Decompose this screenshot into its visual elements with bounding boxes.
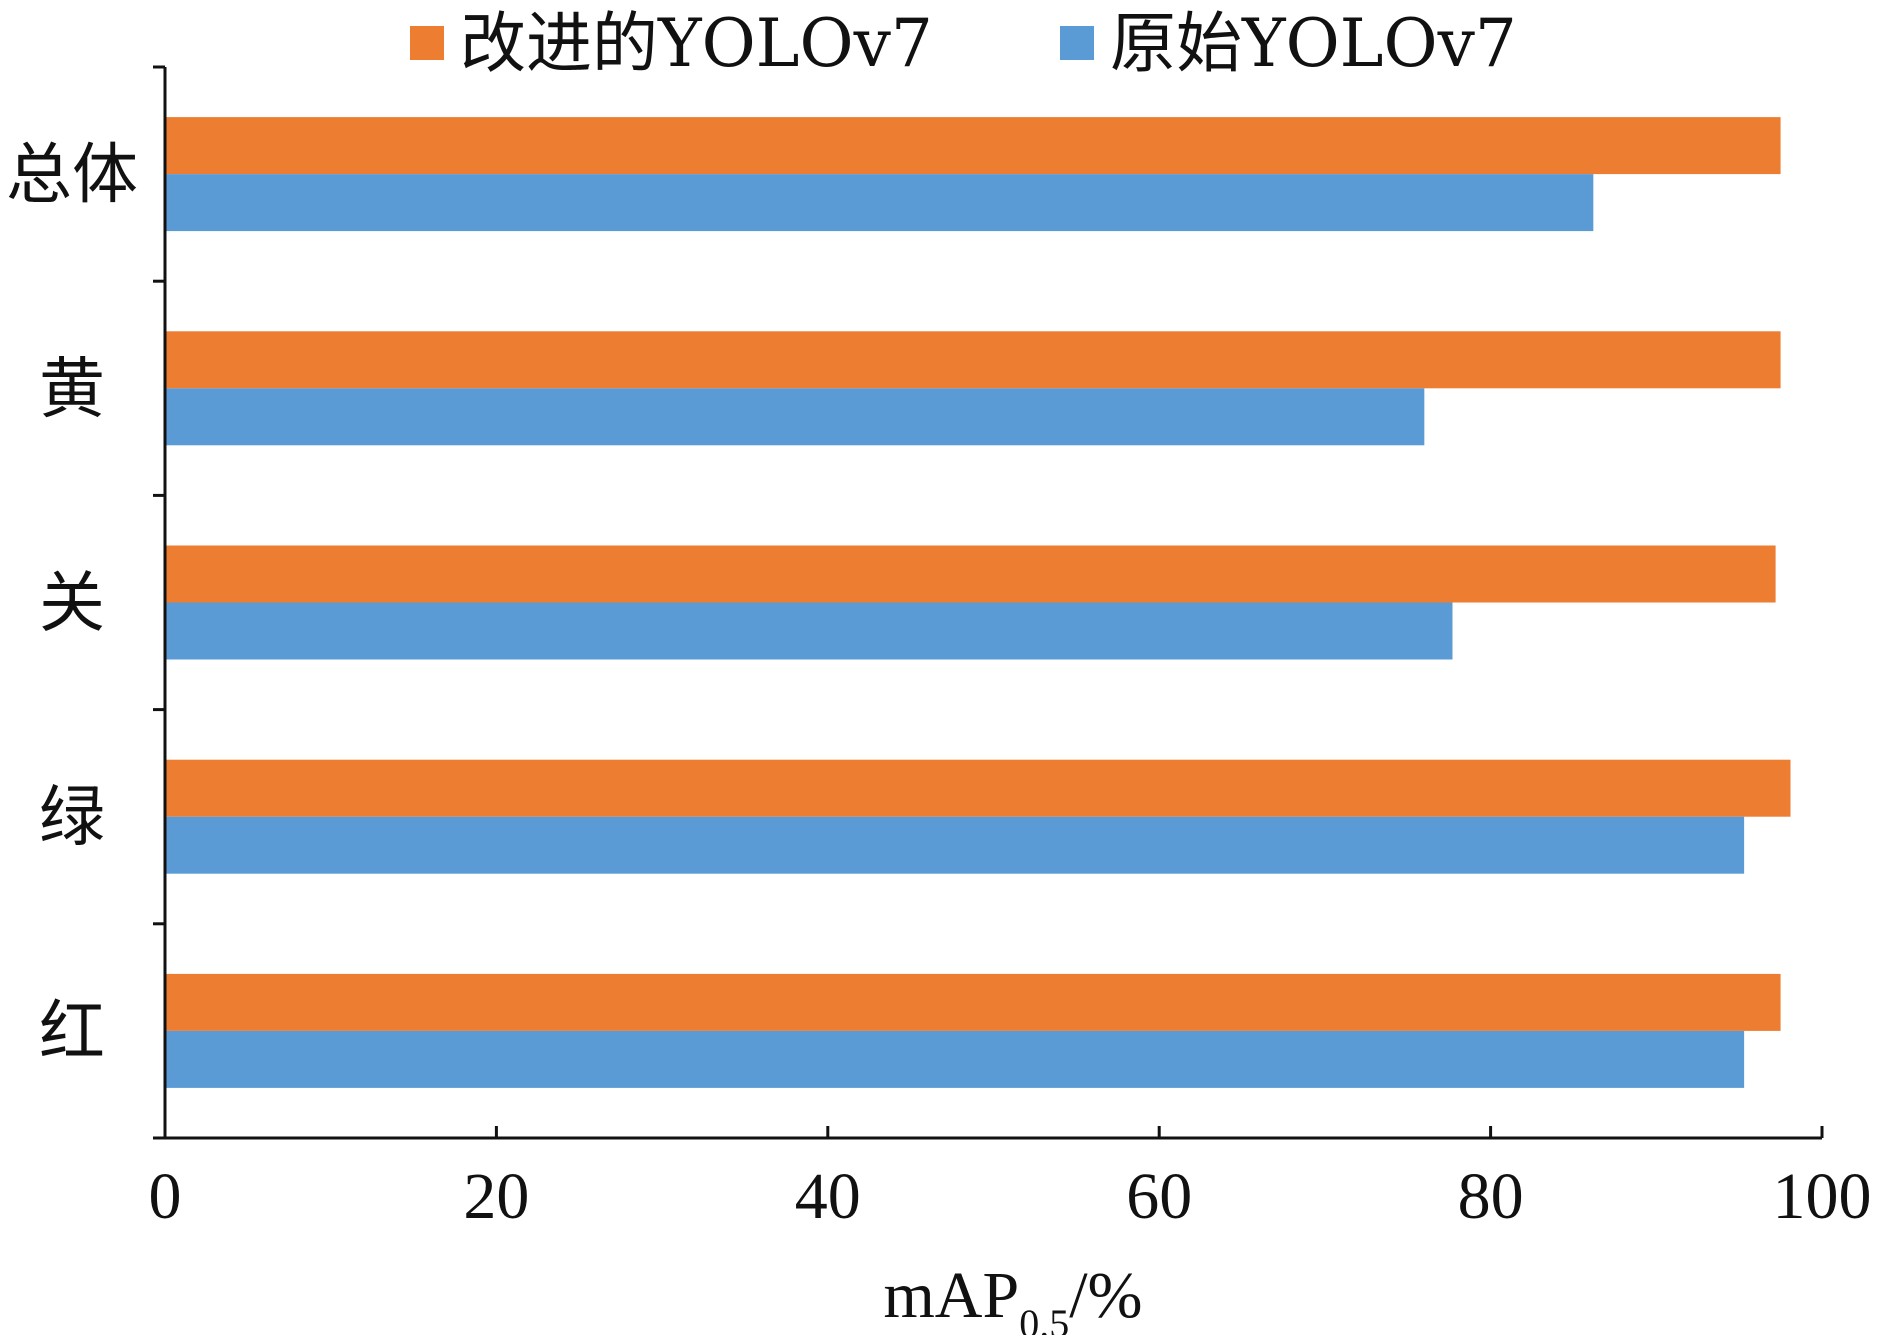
x-tick-label: 60 (1126, 1160, 1192, 1233)
legend-label-original: 原始YOLOv7 (1110, 5, 1517, 82)
x-axis-title-subscript: 0.5 (1019, 1301, 1069, 1335)
bar-original-0 (165, 174, 1594, 232)
x-axis-title-suffix: /% (1069, 1259, 1142, 1332)
legend: 改进的YOLOv7 原始YOLOv7 (410, 5, 1517, 82)
category-label: 总体 (6, 136, 138, 213)
x-tick-label: 40 (795, 1160, 861, 1233)
x-tick-label: 80 (1458, 1160, 1524, 1233)
bar-improved-4 (165, 973, 1781, 1031)
category-label: 绿 (39, 779, 105, 856)
legend-label-improved: 改进的YOLOv7 (460, 5, 933, 82)
bar-improved-0 (165, 117, 1781, 175)
bar-original-3 (165, 816, 1745, 874)
bar-original-1 (165, 388, 1425, 446)
bar-improved-1 (165, 331, 1781, 389)
category-label: 黄 (39, 350, 105, 427)
x-tick-label: 0 (149, 1160, 182, 1233)
axes-group (153, 65, 1824, 1140)
bar-original-2 (165, 602, 1453, 660)
category-label: 关 (39, 565, 105, 642)
bars-group (165, 117, 1791, 1088)
bar-improved-3 (165, 759, 1791, 817)
legend-swatch-original (1060, 26, 1094, 60)
category-label: 红 (39, 993, 105, 1070)
bar-improved-2 (165, 545, 1776, 603)
legend-swatch-improved (410, 26, 444, 60)
x-axis-title-main: mAP (883, 1259, 1019, 1332)
bar-original-4 (165, 1030, 1745, 1088)
x-tick-label: 100 (1773, 1160, 1872, 1233)
x-tick-label: 20 (463, 1160, 529, 1233)
x-axis-title: mAP0.5/% (883, 1259, 1142, 1335)
